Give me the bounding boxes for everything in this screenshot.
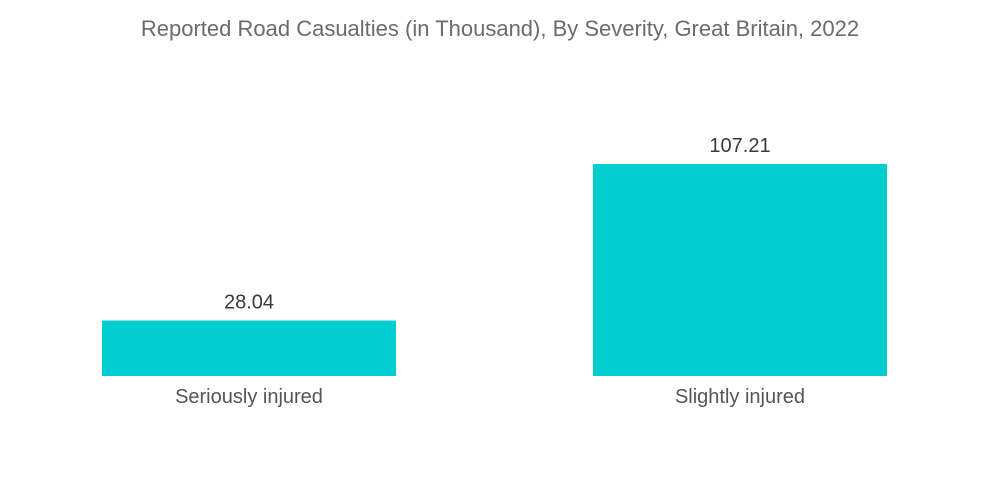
data-label-slightly-injured: 107.21: [709, 135, 770, 157]
x-tick-labels-group: Seriously injured Slightly injured: [175, 386, 805, 408]
x-tick-label-seriously-injured: Seriously injured: [175, 386, 323, 408]
value-labels-group: 28.04 107.21: [224, 135, 771, 314]
bar-seriously-injured: [102, 320, 396, 376]
data-label-seriously-injured: 28.04: [224, 292, 274, 314]
bar-slightly-injured: [593, 164, 887, 376]
x-tick-label-slightly-injured: Slightly injured: [675, 386, 805, 408]
chart-title: Reported Road Casualties (in Thousand), …: [140, 16, 860, 41]
bars-group: [102, 164, 887, 376]
